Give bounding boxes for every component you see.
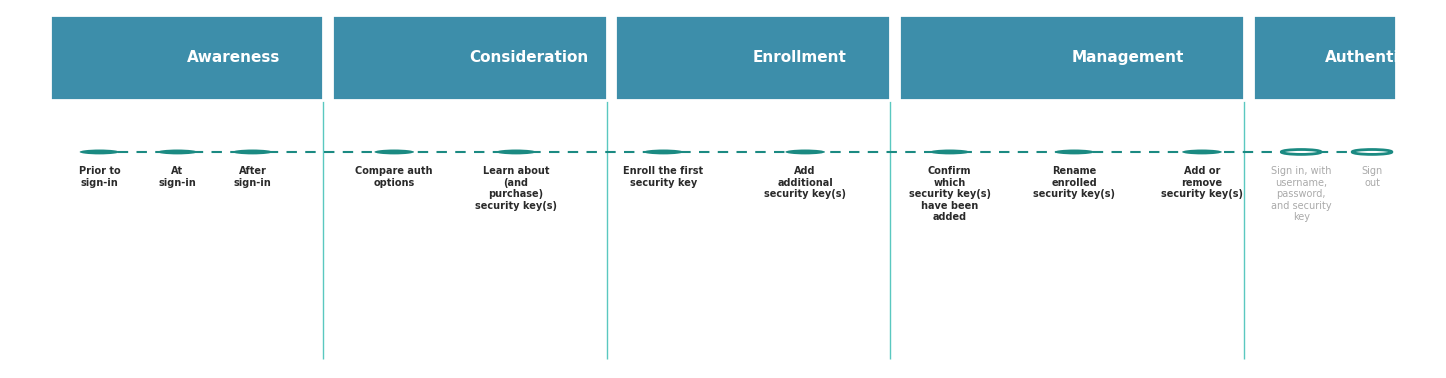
Text: Learn about
(and
purchase)
security key(s): Learn about (and purchase) security key(… [476, 166, 557, 211]
FancyBboxPatch shape [49, 15, 324, 100]
Text: Consideration: Consideration [470, 50, 589, 65]
FancyBboxPatch shape [899, 15, 1245, 100]
Text: Add
additional
security key(s): Add additional security key(s) [763, 166, 846, 199]
Text: Add or
remove
security key(s): Add or remove security key(s) [1161, 166, 1244, 199]
Ellipse shape [496, 150, 536, 154]
Text: Authentication: Authentication [1325, 50, 1446, 65]
Ellipse shape [930, 150, 970, 154]
Ellipse shape [785, 150, 826, 154]
Text: After
sign-in: After sign-in [234, 166, 272, 187]
Text: Enrollment: Enrollment [753, 50, 847, 65]
Text: Awareness: Awareness [187, 50, 281, 65]
FancyBboxPatch shape [1254, 15, 1395, 100]
Ellipse shape [1054, 150, 1095, 154]
Ellipse shape [375, 150, 414, 154]
Ellipse shape [1281, 150, 1322, 154]
Text: Management: Management [1071, 50, 1184, 65]
Text: At
sign-in: At sign-in [159, 166, 197, 187]
Text: Sign
out: Sign out [1361, 166, 1382, 187]
Ellipse shape [233, 150, 272, 154]
FancyBboxPatch shape [333, 15, 607, 100]
Text: Prior to
sign-in: Prior to sign-in [78, 166, 120, 187]
Text: Compare auth
options: Compare auth options [356, 166, 432, 187]
Ellipse shape [643, 150, 684, 154]
Text: Enroll the first
security key: Enroll the first security key [623, 166, 704, 187]
Text: Rename
enrolled
security key(s): Rename enrolled security key(s) [1034, 166, 1115, 199]
Ellipse shape [158, 150, 197, 154]
FancyBboxPatch shape [616, 15, 891, 100]
Ellipse shape [1352, 150, 1392, 154]
Ellipse shape [1183, 150, 1222, 154]
Ellipse shape [80, 150, 120, 154]
Text: Sign in, with
username,
password,
and security
key: Sign in, with username, password, and se… [1271, 166, 1332, 222]
Text: Confirm
which
security key(s)
have been
added: Confirm which security key(s) have been … [908, 166, 991, 222]
